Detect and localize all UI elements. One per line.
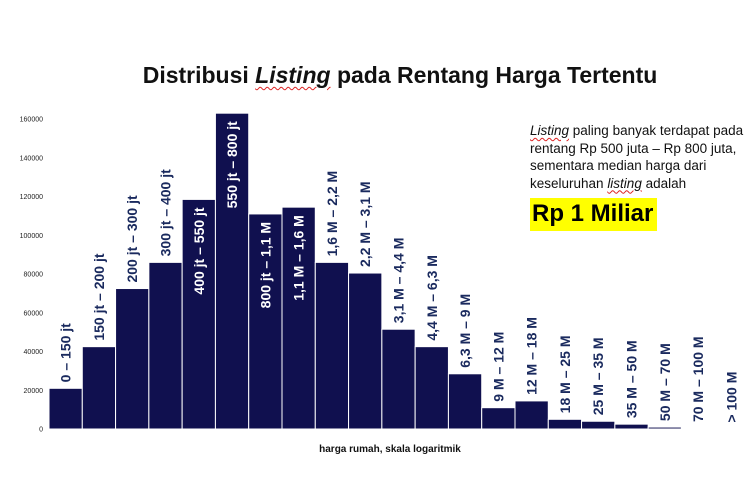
bar-category-label: 70 M – 100 M [690, 336, 706, 422]
bar-category-label: 400 jt – 550 jt [191, 207, 207, 295]
bars-group [48, 112, 749, 430]
bar-category-label: 0 – 150 jt [58, 323, 74, 382]
bar-category-label: 200 jt – 300 jt [124, 195, 140, 283]
annotation-box: Listing paling banyak terdapat pada rent… [530, 122, 745, 231]
bar-category-label: 18 M – 25 M [557, 335, 573, 413]
annotation-text: paling banyak terdapat pada rentang Rp 5… [530, 123, 744, 191]
bar [214, 112, 250, 430]
bar [647, 426, 682, 430]
y-tick-label: 160000 [20, 117, 43, 124]
bar [547, 418, 583, 430]
bar-category-label: 25 M – 35 M [590, 337, 606, 415]
bar-category-label: 6,3 M – 9 M [457, 294, 473, 368]
annotation-italic-listing-2: listing [607, 175, 642, 191]
y-tick-label: 140000 [20, 155, 43, 162]
y-tick-label: 100000 [20, 233, 43, 240]
bar [447, 373, 483, 430]
bar [381, 328, 416, 430]
bar [581, 420, 616, 430]
bar [348, 272, 383, 430]
bar-category-label: 1,6 M – 2,2 M [324, 171, 340, 257]
annotation-italic-listing: Listing [530, 123, 570, 138]
bar [248, 213, 283, 430]
bar-category-label: 150 jt – 200 jt [91, 253, 107, 341]
bar [514, 400, 549, 430]
y-tick-label: 80000 [24, 272, 44, 279]
bar-labels-group: 0 – 150 jt 150 jt – 200 jt 200 jt – 300 jt… [58, 121, 740, 423]
bar-category-label: 9 M – 12 M [490, 332, 506, 402]
chart-title-part-1: Distribusi [142, 62, 256, 88]
bar [81, 346, 117, 430]
bar-category-label: 35 M – 50 M [624, 340, 640, 418]
chart-title-part-3: pada Rentang Harga Tertentu [330, 62, 658, 88]
x-axis-label: harga rumah, skala logaritmik [319, 444, 461, 455]
bar-category-label: 50 M – 70 M [657, 343, 673, 421]
bar [148, 261, 183, 430]
bar [414, 346, 449, 430]
bar-category-label: 2,2 M – 3,1 M [357, 181, 373, 267]
bar-category-label: 800 jt – 1,1 M [257, 222, 273, 308]
y-tick-label: 20000 [24, 388, 44, 395]
bar-category-label: 12 M – 18 M [524, 317, 540, 395]
median-value-badge: Rp 1 Miliar [530, 198, 658, 231]
annotation-text-2: adalah [641, 175, 687, 191]
chart-title-italic: Listing [255, 62, 331, 88]
bar [680, 427, 716, 430]
bar [314, 261, 350, 430]
bar-category-label: > 100 M [723, 372, 739, 423]
y-tick-label: 0 [39, 427, 43, 434]
bar [481, 407, 516, 430]
bar-category-label: 550 jt – 800 jt [224, 121, 240, 209]
chart-title: Distribusi Listing pada Rentang Harga Te… [0, 62, 750, 89]
bar-category-label: 1,1 M – 1,6 M [291, 215, 307, 301]
bar [614, 423, 649, 430]
bar [115, 288, 150, 430]
bar-category-label: 300 jt – 400 jt [158, 169, 174, 257]
y-tick-label: 60000 [24, 310, 44, 317]
bar [48, 387, 83, 430]
bar-category-label: 4,4 M – 6,3 M [424, 255, 440, 341]
bar-category-label: 3,1 M – 4,4 M [391, 238, 407, 324]
y-tick-label: 40000 [24, 349, 44, 356]
y-tick-label: 120000 [20, 194, 43, 201]
bar [714, 428, 749, 430]
bar [181, 198, 216, 430]
